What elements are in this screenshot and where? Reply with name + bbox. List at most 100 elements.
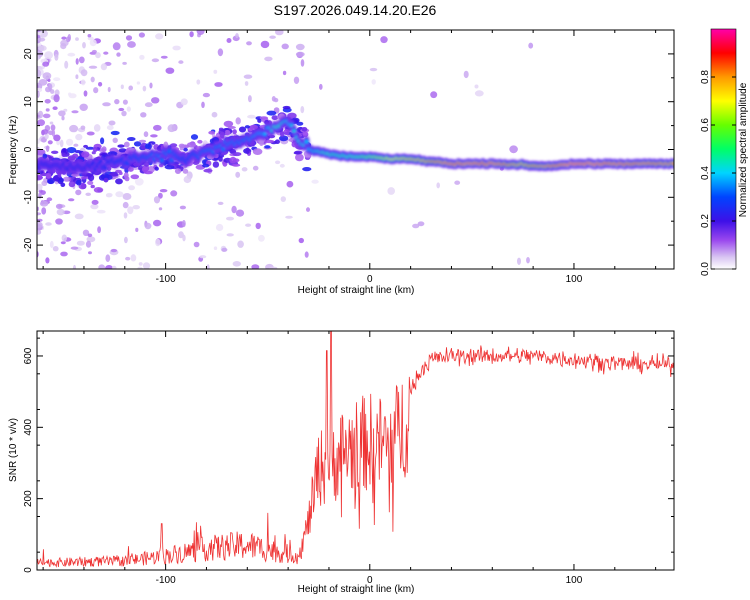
noise-speck xyxy=(120,84,124,90)
noise-speck xyxy=(53,77,61,82)
noise-speck xyxy=(55,218,63,225)
scatter-blob xyxy=(53,176,60,182)
noise-speck xyxy=(142,262,151,269)
scatter-blob xyxy=(208,130,216,135)
noise-speck xyxy=(206,264,210,269)
noise-speck xyxy=(107,86,111,93)
scatter-blob xyxy=(259,116,268,120)
scatter-blob xyxy=(231,163,241,167)
noise-speck xyxy=(105,192,113,198)
noise-speck xyxy=(159,189,168,193)
scatter-blob xyxy=(47,179,54,184)
noise-speck xyxy=(64,60,69,69)
noise-speck xyxy=(235,171,241,178)
noise-speck xyxy=(226,38,232,43)
colorbar-ticks: 0.0 0.2 0.4 0.6 0.8 xyxy=(700,70,736,276)
colorbar-tick-label: 0.8 xyxy=(700,70,711,84)
noise-speck xyxy=(165,67,175,74)
scatter-blob xyxy=(212,161,220,168)
scatter-blob xyxy=(232,152,242,157)
noise-speck xyxy=(247,114,256,119)
noise-speck xyxy=(235,33,239,39)
ridge-core xyxy=(160,159,164,162)
noise-speck xyxy=(202,92,210,98)
noise-speck xyxy=(295,43,305,51)
noise-speck xyxy=(51,129,56,137)
noise-speck xyxy=(474,90,484,97)
scatter-blob xyxy=(68,181,76,188)
scatter-blob xyxy=(183,147,188,152)
snr-marks xyxy=(37,331,674,568)
noise-speck xyxy=(89,39,97,47)
noise-speck xyxy=(72,264,77,269)
scatter-blob xyxy=(296,121,304,126)
noise-speck xyxy=(151,97,160,104)
noise-speck xyxy=(153,124,162,131)
scatter-blob xyxy=(274,139,280,144)
noise-speck xyxy=(75,37,79,41)
noise-speck xyxy=(243,74,253,79)
noise-speck xyxy=(105,254,111,262)
noise-speck xyxy=(179,205,186,210)
noise-speck xyxy=(45,145,50,152)
noise-speck xyxy=(122,99,128,105)
noise-speck xyxy=(88,65,98,69)
noise-speck xyxy=(91,199,99,205)
noise-speck xyxy=(73,143,79,147)
noise-speck xyxy=(123,212,128,219)
noise-speck xyxy=(69,124,79,133)
noise-speck xyxy=(319,83,323,90)
scatter-blob xyxy=(182,168,189,174)
noise-speck xyxy=(275,160,281,165)
scatter-blob xyxy=(91,151,96,155)
scatter-blob xyxy=(186,142,197,148)
scatter-blob xyxy=(66,147,77,154)
noise-speck xyxy=(50,124,56,131)
colorbar-tick-label: 0.2 xyxy=(700,214,711,228)
noise-speck xyxy=(215,223,224,232)
scatter-blob xyxy=(75,179,82,186)
scatter-blob xyxy=(74,150,82,154)
scatter-blob xyxy=(190,134,199,140)
noise-speck xyxy=(155,238,161,247)
noise-speck xyxy=(75,133,83,141)
noise-speck xyxy=(68,92,72,96)
noise-speck xyxy=(298,237,304,244)
colorbar-tick-label: 0.0 xyxy=(700,262,711,276)
noise-speck xyxy=(170,190,178,197)
noise-speck xyxy=(90,76,95,83)
y-tick-label: 0 xyxy=(23,146,34,152)
x-tick-label: -100 xyxy=(156,575,176,586)
noise-speck xyxy=(130,254,137,262)
colorbar-gradient xyxy=(710,28,737,270)
noise-speck xyxy=(371,79,376,85)
scatter-blob xyxy=(249,124,259,130)
noise-speck xyxy=(45,257,50,264)
noise-speck xyxy=(37,90,40,98)
noise-speck xyxy=(269,35,276,39)
noise-speck xyxy=(74,213,84,220)
noise-speck xyxy=(311,179,319,184)
noise-speck xyxy=(112,137,118,143)
noise-speck xyxy=(260,40,270,49)
noise-speck xyxy=(86,131,95,136)
noise-speck xyxy=(251,264,260,269)
noise-speck xyxy=(98,82,103,87)
scatter-blob xyxy=(130,174,140,180)
scatter-blob xyxy=(170,143,178,148)
scatter-blob xyxy=(123,141,130,148)
scatter-blob xyxy=(118,148,127,153)
noise-speck xyxy=(213,69,218,74)
y-tick-label: -10 xyxy=(23,190,34,205)
scatter-blob xyxy=(202,163,210,168)
noise-speck xyxy=(87,233,93,238)
noise-speck xyxy=(110,248,118,253)
noise-speck xyxy=(37,138,40,144)
noise-speck xyxy=(122,201,129,209)
noise-speck xyxy=(105,265,113,269)
noise-speck xyxy=(380,36,388,44)
spectrogram-ylabel: Frequency (Hz) xyxy=(8,116,19,185)
scatter-blob xyxy=(264,139,275,144)
noise-speck xyxy=(39,200,49,207)
noise-speck xyxy=(87,34,92,38)
